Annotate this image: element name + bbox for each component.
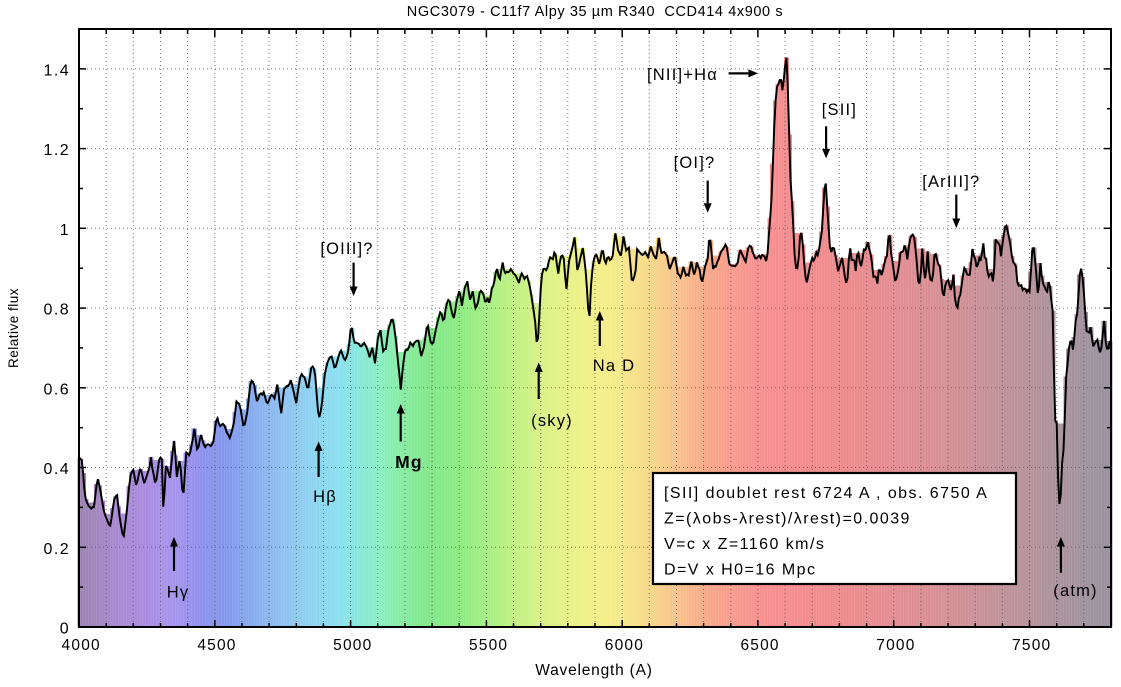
svg-text:D=V x H0=16 Mpc: D=V x H0=16 Mpc [664, 562, 816, 579]
svg-text:1: 1 [60, 222, 70, 239]
svg-text:[SII] doublet rest 6724 A , ob: [SII] doublet rest 6724 A , obs. 6750 A [664, 485, 988, 502]
svg-text:0.6: 0.6 [44, 381, 70, 398]
svg-text:V=c x Z=1160 km/s: V=c x Z=1160 km/s [664, 536, 825, 553]
svg-text:6000: 6000 [605, 637, 644, 654]
svg-text:0: 0 [60, 621, 70, 638]
svg-text:Mg: Mg [395, 452, 423, 472]
svg-text:NGC3079 - C11f7 Alpy 35 µm R34: NGC3079 - C11f7 Alpy 35 µm R340 CCD414 4… [407, 4, 783, 20]
svg-text:[NII]+Hα: [NII]+Hα [647, 66, 718, 84]
svg-text:0.2: 0.2 [44, 541, 70, 558]
svg-text:[OIII]?: [OIII]? [320, 240, 373, 258]
svg-text:[OI]?: [OI]? [674, 154, 716, 172]
svg-text:Relative flux: Relative flux [6, 288, 21, 368]
svg-text:1.2: 1.2 [44, 142, 70, 159]
svg-text:7500: 7500 [1012, 637, 1051, 654]
svg-text:0.4: 0.4 [44, 461, 70, 478]
svg-text:4500: 4500 [197, 637, 236, 654]
svg-text:0.8: 0.8 [44, 302, 70, 319]
svg-text:Na D: Na D [593, 357, 635, 375]
svg-text:[SII]: [SII] [822, 101, 857, 119]
svg-text:[ArIII]?: [ArIII]? [922, 173, 980, 191]
svg-text:6500: 6500 [740, 637, 779, 654]
svg-text:5500: 5500 [469, 637, 508, 654]
svg-text:5000: 5000 [333, 637, 372, 654]
svg-text:(sky): (sky) [531, 412, 573, 430]
svg-text:(atm): (atm) [1053, 582, 1098, 600]
svg-text:Z=(λobs-λrest)/λrest)=0.0039: Z=(λobs-λrest)/λrest)=0.0039 [664, 511, 911, 528]
svg-text:Hβ: Hβ [313, 488, 337, 506]
svg-text:1.4: 1.4 [44, 62, 70, 79]
svg-text:Wavelength (A): Wavelength (A) [535, 662, 652, 679]
svg-text:7000: 7000 [876, 637, 915, 654]
svg-text:Hγ: Hγ [167, 584, 190, 602]
svg-text:4000: 4000 [62, 637, 101, 654]
